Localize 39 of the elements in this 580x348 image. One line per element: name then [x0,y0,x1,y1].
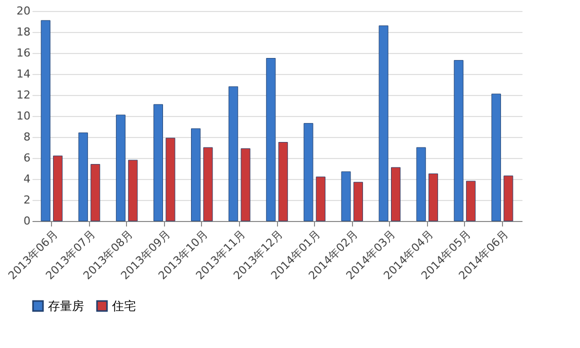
bar [266,58,276,222]
bar [53,156,63,222]
y-tick-label: 14 [16,68,30,80]
y-tick-label: 8 [24,130,30,144]
bar [341,171,351,222]
bar [504,176,514,222]
y-tick-label: 20 [16,4,30,18]
bar [353,182,363,222]
bar [390,167,400,222]
y-tick-label: 6 [24,152,30,164]
bar [191,128,201,222]
bar [128,160,138,222]
y-tick-label: 4 [24,172,30,186]
y-tick-label: 16 [16,46,30,60]
bar [40,20,50,222]
y-tick-label: 10 [16,110,30,122]
bar [378,25,388,222]
y-tick-label: 12 [16,88,30,102]
y-tick-label: 18 [16,26,30,38]
bar [278,142,288,222]
bar [228,86,238,222]
bar [491,94,501,222]
bar [304,123,314,222]
bar [416,147,426,222]
bar [466,180,476,222]
legend-label: 存量房 [48,299,84,313]
bar [116,114,126,222]
bar [240,148,250,222]
bar [90,164,100,222]
y-tick-label: 0 [24,214,30,228]
bar [154,104,164,222]
bar [203,147,213,222]
bar [166,138,176,222]
bar [78,132,88,222]
y-tick-label: 2 [24,194,30,206]
legend-label: 住宅 [111,299,136,313]
bar [454,60,464,222]
bar [428,174,438,222]
bar [316,176,326,222]
